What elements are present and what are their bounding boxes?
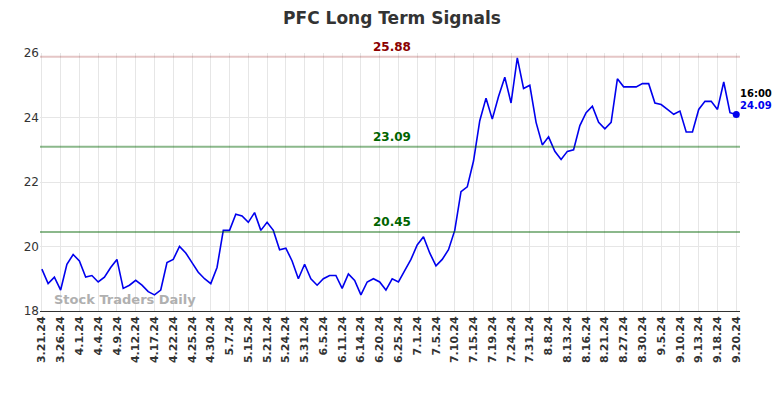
svg-text:7.5.24: 7.5.24: [430, 316, 443, 355]
svg-text:6.25.24: 6.25.24: [392, 316, 405, 363]
svg-text:4.17.24: 4.17.24: [148, 316, 161, 363]
svg-text:22: 22: [24, 175, 39, 189]
svg-text:23.09: 23.09: [373, 130, 411, 144]
svg-text:24.09: 24.09: [740, 100, 772, 111]
svg-text:7.19.24: 7.19.24: [486, 316, 499, 363]
svg-text:3.26.24: 3.26.24: [54, 316, 67, 363]
svg-text:5.15.24: 5.15.24: [242, 316, 255, 363]
svg-text:4.12.24: 4.12.24: [129, 316, 142, 363]
svg-text:7.31.24: 7.31.24: [523, 316, 536, 363]
svg-text:6.5.24: 6.5.24: [317, 316, 330, 355]
svg-text:3.21.24: 3.21.24: [35, 316, 48, 363]
svg-text:4.22.24: 4.22.24: [167, 316, 180, 363]
svg-text:5.31.24: 5.31.24: [298, 316, 311, 363]
svg-text:4.25.24: 4.25.24: [186, 316, 199, 363]
svg-text:16:00: 16:00: [740, 88, 772, 99]
svg-text:20: 20: [24, 240, 39, 254]
svg-text:8.16.24: 8.16.24: [580, 316, 593, 363]
svg-text:18: 18: [24, 304, 39, 318]
svg-text:7.10.24: 7.10.24: [448, 316, 461, 363]
svg-text:26: 26: [24, 46, 39, 60]
svg-text:20.45: 20.45: [373, 215, 411, 229]
svg-text:PFC Long Term Signals: PFC Long Term Signals: [283, 8, 501, 28]
svg-text:9.18.24: 9.18.24: [711, 316, 724, 363]
svg-text:9.13.24: 9.13.24: [692, 316, 705, 363]
svg-text:8.27.24: 8.27.24: [617, 316, 630, 363]
svg-text:6.14.24: 6.14.24: [354, 316, 367, 363]
svg-text:7.24.24: 7.24.24: [505, 316, 518, 363]
svg-text:8.13.24: 8.13.24: [561, 316, 574, 363]
svg-text:9.5.24: 9.5.24: [655, 316, 668, 355]
svg-text:6.20.24: 6.20.24: [373, 316, 386, 363]
svg-text:Stock Traders Daily: Stock Traders Daily: [54, 292, 196, 307]
svg-text:4.1.24: 4.1.24: [73, 316, 86, 355]
svg-text:4.4.24: 4.4.24: [92, 316, 105, 355]
svg-text:8.8.24: 8.8.24: [542, 316, 555, 355]
svg-text:25.88: 25.88: [373, 40, 411, 54]
svg-text:5.21.24: 5.21.24: [261, 316, 274, 363]
svg-text:7.1.24: 7.1.24: [411, 316, 424, 355]
svg-text:6.11.24: 6.11.24: [336, 316, 349, 363]
svg-text:8.21.24: 8.21.24: [598, 316, 611, 363]
svg-text:24: 24: [24, 111, 39, 125]
svg-text:5.24.24: 5.24.24: [279, 316, 292, 363]
svg-text:9.20.24: 9.20.24: [730, 316, 743, 363]
svg-text:7.15.24: 7.15.24: [467, 316, 480, 363]
svg-text:4.9.24: 4.9.24: [111, 316, 124, 355]
svg-text:9.10.24: 9.10.24: [674, 316, 687, 363]
svg-text:4.30.24: 4.30.24: [204, 316, 217, 363]
svg-text:5.7.24: 5.7.24: [223, 316, 236, 355]
svg-text:8.30.24: 8.30.24: [636, 316, 649, 363]
